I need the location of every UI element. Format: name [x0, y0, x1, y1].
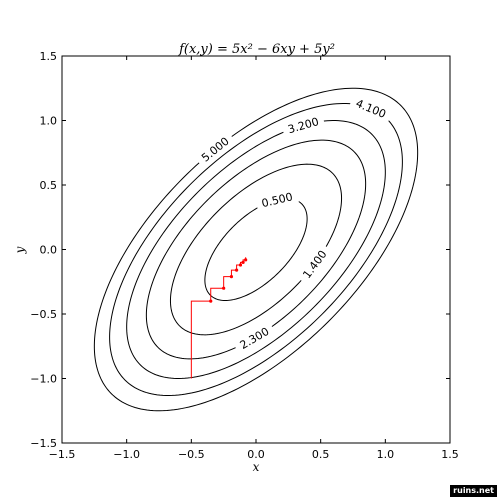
- contour-label-bg: [281, 112, 326, 138]
- contour-label: 4.100: [354, 97, 388, 121]
- descent-step-point: [244, 258, 248, 262]
- y-axis-label: y: [13, 246, 27, 254]
- y-tick-label: 1.0: [40, 115, 58, 128]
- x-tick-label: 1.0: [377, 448, 395, 461]
- x-tick-label: 1.5: [441, 448, 459, 461]
- contour-line: [169, 163, 343, 336]
- x-tick-label: −0.5: [178, 448, 205, 461]
- descent-step-point: [222, 286, 226, 290]
- y-tick-label: 1.5: [40, 50, 58, 63]
- axis-ticks: −1.5 −1.0 −0.5 0.0 0.5 1.0 1.5 −1.5 −1.0 −0.5 0.0 0…: [30, 50, 458, 461]
- descent-step-point: [238, 263, 243, 267]
- contour-label-bg: [348, 93, 394, 123]
- descent-path-line: [190, 257, 247, 379]
- x-tick-label: −1.5: [49, 448, 76, 461]
- descent-step-point: [241, 260, 245, 264]
- contour-label-bg: [194, 130, 236, 168]
- y-tick-label: −1.5: [30, 437, 57, 450]
- y-tick-label: 0.5: [40, 179, 58, 192]
- contour-label: 2.300: [238, 325, 272, 352]
- contour-line: [93, 87, 419, 412]
- descent-step-point: [209, 299, 213, 303]
- y-tick-label: 0.0: [40, 244, 58, 257]
- contour-label-bg: [232, 321, 276, 355]
- x-tick-label: −1.0: [113, 448, 140, 461]
- descent-step-point: [235, 268, 239, 272]
- x-tick-label: 0.0: [247, 448, 265, 461]
- contour-label: 3.200: [286, 115, 320, 136]
- watermark-badge: ruins.net: [450, 485, 497, 497]
- y-tick-label: −1.0: [30, 373, 57, 386]
- descent-path: [190, 257, 248, 379]
- plot-frame: [61, 55, 451, 444]
- contour-line: [126, 119, 386, 380]
- chart-title: f(x,y) = 5x² − 6xy + 5y²: [178, 42, 335, 57]
- contour-label: 5.000: [199, 135, 232, 165]
- x-axis-label: x: [253, 460, 260, 474]
- contour-lines: [93, 87, 419, 412]
- contour-label: 0.500: [260, 190, 294, 210]
- contour-label-bg: [254, 188, 300, 212]
- contour-line: [145, 139, 367, 360]
- y-tick-label: −0.5: [30, 308, 57, 321]
- contour-line: [109, 102, 403, 397]
- contour-line: [204, 198, 308, 301]
- descent-step-point: [229, 274, 234, 279]
- x-tick-label: 0.5: [312, 448, 330, 461]
- contour-label-bg: [296, 243, 333, 286]
